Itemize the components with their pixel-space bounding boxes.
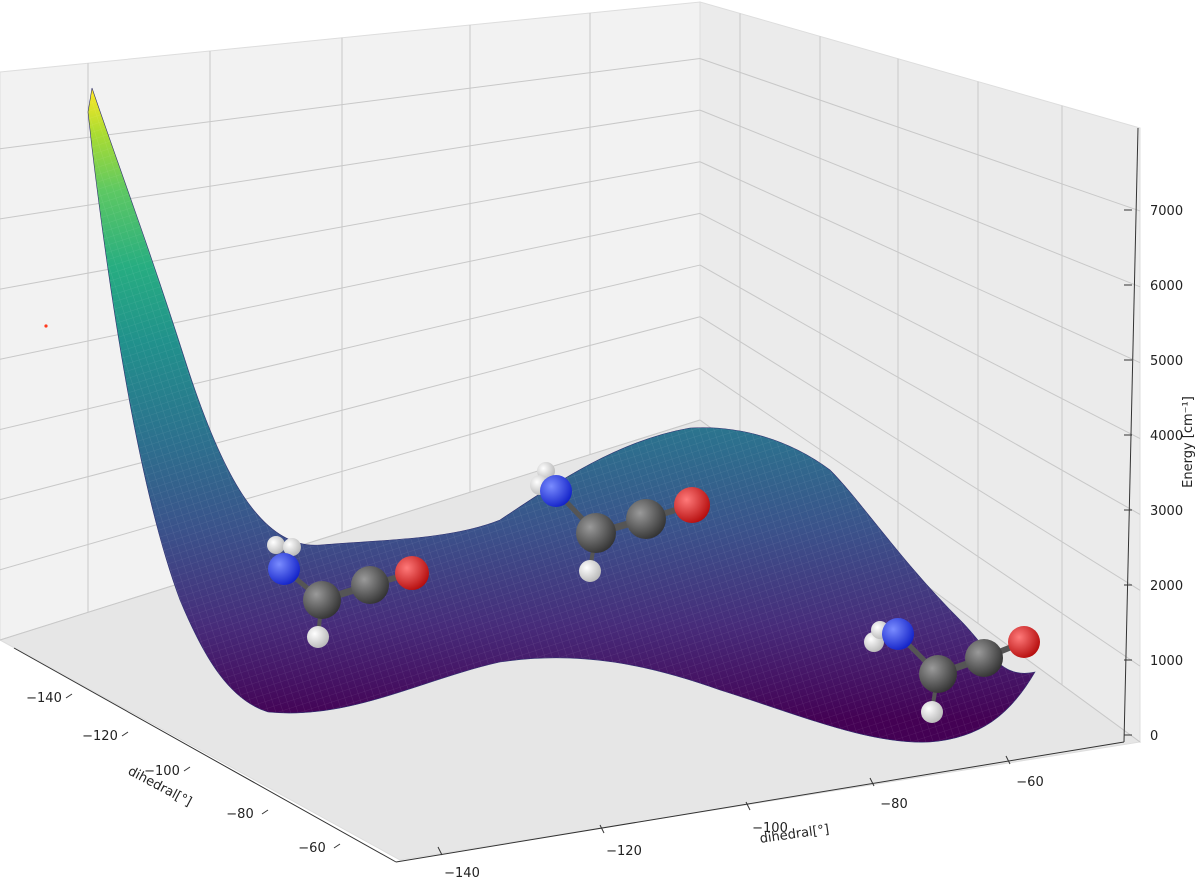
atom-C (965, 639, 1003, 677)
axis-ticks: 0 1000 2000 3000 4000 5000 6000 7000 −140 −120 −10… (26, 204, 1183, 881)
atom-N (268, 553, 300, 585)
x-tick-label: −60 (298, 841, 325, 856)
x-tick-mark (65, 693, 73, 699)
atom-C (303, 581, 341, 619)
z-gridline (699, 264, 1141, 515)
z-gridline (0, 264, 701, 430)
x-tick-label: −100 (144, 764, 180, 779)
y-tick-label: −60 (1016, 775, 1043, 790)
y-tick-mark (437, 846, 443, 856)
x-tick-mark (183, 766, 191, 772)
z-tick-label: 4000 (1150, 429, 1183, 444)
atom-O (674, 487, 710, 523)
z-gridline (0, 212, 701, 360)
z-gridline (699, 109, 1141, 288)
red-marker-dot (44, 324, 48, 328)
z-gridline (699, 57, 1141, 212)
z-gridline (699, 367, 1141, 667)
atom-N (882, 618, 914, 650)
atom-H (307, 626, 329, 648)
z-gridline (0, 367, 701, 571)
z-tick-label: 1000 (1150, 654, 1183, 669)
grid-lines (0, 13, 1141, 743)
molecule-left (267, 536, 429, 648)
x-tick-mark (121, 731, 129, 737)
atom-O (395, 556, 429, 590)
atom-H (267, 536, 285, 554)
y-tick-label: −120 (606, 844, 642, 859)
z-gridline (699, 316, 1141, 591)
z-gridline (0, 57, 701, 150)
y-axis-line (395, 741, 1125, 863)
atom-N (540, 475, 572, 507)
z-tick-label: 7000 (1150, 204, 1183, 219)
z-gridline (0, 316, 701, 501)
atom-H (283, 538, 301, 556)
x-tick-mark (333, 843, 341, 849)
atom-C (351, 566, 389, 604)
y-tick-mark (1005, 755, 1011, 765)
atom-C (576, 513, 616, 553)
z-gridline (0, 419, 701, 641)
x-tick-label: −140 (26, 691, 62, 706)
z-tick-label: 0 (1150, 729, 1158, 744)
y-tick-mark (745, 801, 751, 811)
atom-C (919, 655, 957, 693)
atom-C (626, 499, 666, 539)
atom-H (921, 701, 943, 723)
x-tick-label: −120 (82, 729, 118, 744)
energy-surface-mesh (88, 88, 1035, 743)
z-tick-label: 3000 (1150, 504, 1183, 519)
y-tick-label: −80 (880, 797, 907, 812)
y-tick-label: −140 (444, 866, 480, 881)
molecule-middle (530, 462, 710, 582)
atom-H (579, 560, 601, 582)
y-tick-label: −100 (752, 821, 788, 836)
z-gridline (699, 212, 1141, 439)
x-axis-line (13, 647, 397, 863)
atom-O (1008, 626, 1040, 658)
y-tick-mark (869, 777, 875, 787)
molecule-right (864, 618, 1040, 723)
z-gridline (699, 161, 1141, 364)
z-tick-label: 5000 (1150, 354, 1183, 369)
y-tick-mark (599, 824, 605, 834)
z-tick-label: 2000 (1150, 579, 1183, 594)
x-tick-label: −80 (226, 807, 253, 822)
z-axis-label: Energy [cm⁻¹] (1181, 396, 1196, 488)
x-tick-mark (261, 809, 269, 815)
z-tick-label: 6000 (1150, 279, 1183, 294)
